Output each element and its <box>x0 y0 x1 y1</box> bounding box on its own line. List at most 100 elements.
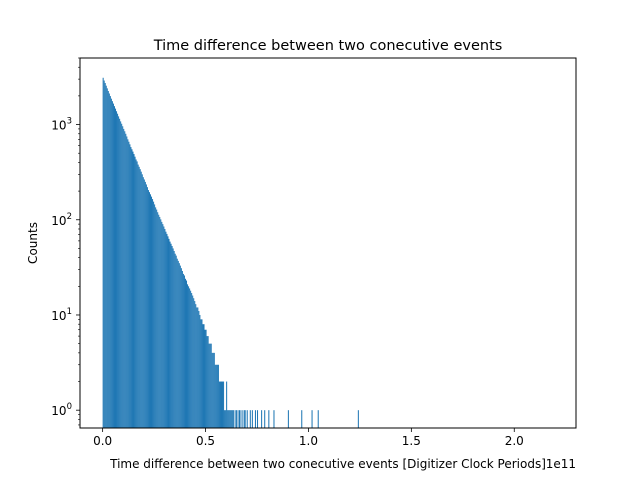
x-axis-offset-label: 1e11 <box>546 457 576 471</box>
histogram-bar <box>141 174 143 428</box>
histogram-bar <box>181 270 183 428</box>
y-axis-label: Counts <box>26 222 40 264</box>
histogram-bar <box>152 199 154 428</box>
histogram-bar <box>220 381 223 428</box>
histogram-bar <box>120 121 122 429</box>
histogram-bar <box>116 111 118 428</box>
histogram-bar <box>191 293 193 428</box>
histogram-bar <box>192 295 194 428</box>
histogram-bar <box>117 113 119 428</box>
histogram-bar <box>130 147 132 428</box>
histogram-bar <box>198 311 200 428</box>
histogram-bar <box>224 410 226 428</box>
histogram-bar <box>184 278 186 428</box>
histogram-bar <box>179 265 181 428</box>
histogram-bar <box>124 131 126 428</box>
histogram-bar <box>104 83 106 429</box>
x-tick-label: 1.0 <box>299 434 318 448</box>
histogram-bar <box>203 324 205 428</box>
y-tick-label: 100 <box>51 402 72 418</box>
histogram-bar <box>151 196 153 428</box>
histogram-bar <box>142 177 144 428</box>
y-axis-ticks: 100 101 102 103 <box>51 57 80 426</box>
histogram-bar <box>182 273 184 428</box>
histogram-bar <box>136 161 138 429</box>
histogram-bar <box>264 410 266 428</box>
histogram-bar <box>157 212 159 428</box>
histogram-bar <box>126 136 128 428</box>
histogram-bar <box>202 324 204 428</box>
histogram-bar <box>112 103 114 428</box>
histogram-bar <box>147 190 149 428</box>
histogram-bar <box>156 209 158 428</box>
histogram-bar <box>233 410 235 428</box>
histogram-bar <box>168 238 170 428</box>
histogram-bar <box>119 118 121 429</box>
histogram-bar <box>223 381 225 428</box>
x-tick-label: 0.5 <box>196 434 215 448</box>
y-tick-label: 101 <box>51 307 72 323</box>
histogram-bar <box>129 144 131 428</box>
histogram-bar <box>301 410 303 428</box>
histogram-bar <box>170 243 172 428</box>
histogram-bar <box>125 133 127 428</box>
histogram-bar <box>166 233 168 428</box>
histogram-bar <box>189 288 191 428</box>
histogram-bar <box>102 77 104 429</box>
histogram-bar <box>146 187 148 428</box>
histogram-bar <box>154 204 156 428</box>
histogram-bar <box>311 410 313 428</box>
histogram-bar <box>167 236 169 428</box>
histogram-bar <box>105 85 107 429</box>
histogram-bar <box>169 241 171 428</box>
histogram-bar <box>219 381 221 428</box>
histogram-bar <box>249 410 251 428</box>
histogram-bar <box>185 280 188 428</box>
histogram-bar <box>238 410 240 428</box>
histogram-bar <box>118 116 120 428</box>
histogram-bar <box>109 96 111 428</box>
histogram-bar <box>107 91 109 429</box>
histogram-bar <box>103 80 105 429</box>
histogram-bar <box>111 101 113 429</box>
histogram-bar <box>227 410 229 428</box>
histogram-bar <box>317 410 319 428</box>
histogram-bar <box>213 352 215 428</box>
histogram-bar <box>217 364 219 428</box>
histogram-bar <box>230 410 232 428</box>
histogram-bar <box>140 171 142 429</box>
histogram-bar <box>149 194 152 428</box>
histogram-bar <box>134 156 136 428</box>
histogram-bar <box>207 336 209 428</box>
histogram-bar <box>173 250 175 428</box>
histogram-bar <box>133 154 135 429</box>
histogram-bar <box>176 258 178 428</box>
histogram-bar <box>209 343 211 428</box>
histogram-bar <box>194 301 196 428</box>
histogram-bar <box>144 181 146 428</box>
histogram-bar <box>195 304 197 428</box>
histogram-bar <box>243 410 245 428</box>
x-tick-label: 1.5 <box>402 434 421 448</box>
histogram-bar <box>131 149 133 428</box>
histogram-bar <box>172 248 174 428</box>
histogram-bar <box>273 410 275 428</box>
histogram-bars <box>102 77 359 429</box>
histogram-bar <box>196 307 198 428</box>
histogram-bar <box>211 352 213 428</box>
histogram-bar <box>229 410 231 428</box>
histogram-bar <box>193 298 195 428</box>
histogram-bar <box>174 253 176 428</box>
plot-frame <box>79 57 577 429</box>
x-axis-label: Time difference between two conecutive e… <box>109 457 546 471</box>
histogram-bar <box>177 260 179 428</box>
histogram-bar <box>235 410 237 428</box>
histogram-bar <box>232 410 234 428</box>
y-tick-label: 103 <box>51 117 72 133</box>
histogram-bar <box>122 126 124 429</box>
histogram-bar <box>160 219 162 428</box>
histogram-bar <box>183 275 185 428</box>
y-tick-label: 102 <box>51 212 72 228</box>
histogram-bar <box>225 410 227 428</box>
